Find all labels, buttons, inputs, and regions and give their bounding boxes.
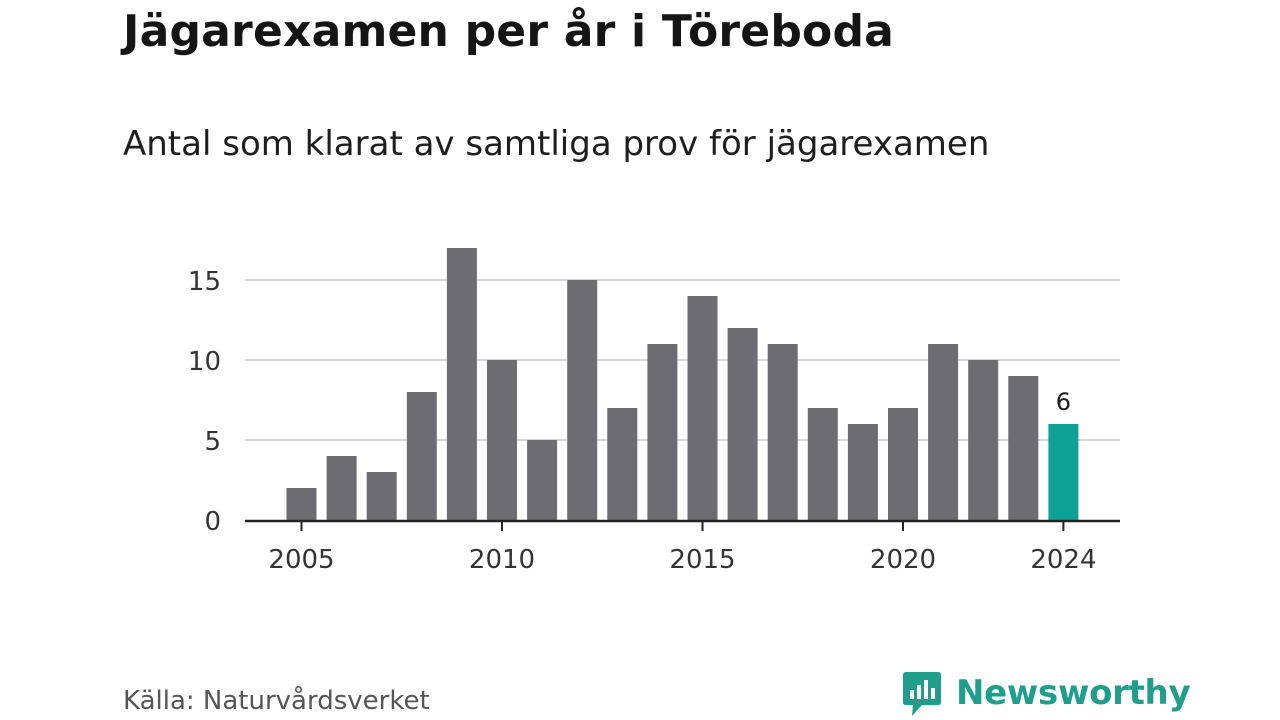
bar xyxy=(888,408,918,520)
bar xyxy=(366,472,397,520)
bar-highlight xyxy=(1048,424,1079,520)
chart-title: Jägarexamen per år i Töreboda xyxy=(123,6,895,57)
y-tick-label: 15 xyxy=(188,267,221,297)
bar xyxy=(807,408,838,520)
bar-chart: 0 5 10 15 6 2005 2010 2015 2020 2024 xyxy=(188,248,1120,575)
bar xyxy=(607,408,638,520)
x-tick-label: 2015 xyxy=(669,545,735,575)
data-label: 6 xyxy=(1056,388,1071,416)
bar-chart-speech-bubble-icon xyxy=(903,672,941,716)
bar xyxy=(727,328,758,520)
bar xyxy=(647,344,678,520)
source-note: Källa: Naturvårdsverket xyxy=(123,686,430,716)
bar xyxy=(326,456,357,520)
bar xyxy=(968,360,999,520)
brand-name: Newsworthy xyxy=(956,673,1191,713)
bar xyxy=(527,440,558,520)
brand-logo: Newsworthy xyxy=(902,668,1191,718)
bar xyxy=(446,248,477,520)
bar xyxy=(487,360,517,520)
bar xyxy=(767,344,798,520)
bar xyxy=(1008,376,1039,520)
bar xyxy=(687,296,718,520)
bar xyxy=(928,344,959,520)
bar xyxy=(286,488,317,520)
y-tick-label: 0 xyxy=(204,507,221,537)
bar xyxy=(567,280,598,520)
chart-subtitle: Antal som klarat av samtliga prov för jä… xyxy=(123,124,990,164)
x-tick-label: 2024 xyxy=(1030,545,1096,575)
x-tick-label: 2020 xyxy=(870,545,936,575)
x-tick-label: 2010 xyxy=(469,545,535,575)
bar xyxy=(406,392,437,520)
bar xyxy=(847,424,878,520)
x-tick-label: 2005 xyxy=(268,545,334,575)
y-tick-label: 10 xyxy=(188,347,221,377)
y-tick-label: 5 xyxy=(204,427,221,457)
